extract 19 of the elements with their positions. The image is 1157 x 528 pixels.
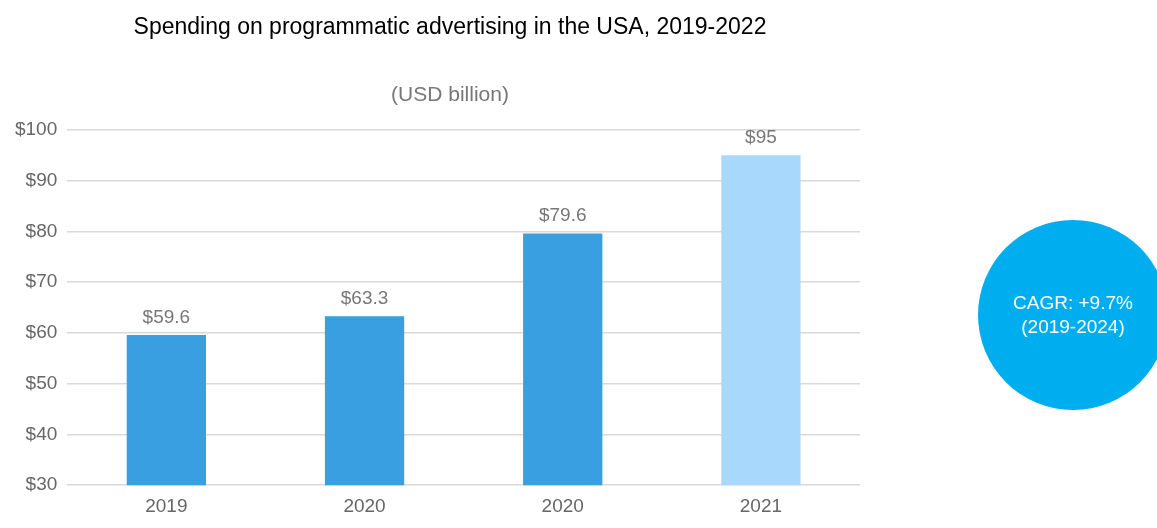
y-tick-label: $90 [25, 168, 58, 190]
y-tick-label: $50 [25, 371, 58, 393]
y-tick-label: $60 [25, 321, 58, 343]
x-tick-label: 2019 [145, 494, 188, 516]
y-tick-label: $70 [25, 270, 58, 292]
y-tick-label: $40 [25, 422, 58, 444]
y-tick-label: $100 [14, 118, 58, 140]
y-tick-label: $80 [25, 219, 58, 241]
chart-title: Spending on programmatic advertising in the USA, 2019-2022 [132, 12, 768, 41]
chart-subtitle: (USD billion) [390, 82, 510, 106]
data-label: $79.6 [538, 204, 587, 226]
data-label: $59.6 [142, 305, 191, 327]
x-tick-label: 2020 [343, 494, 386, 516]
x-tick-label: 2020 [541, 494, 584, 516]
x-tick-label: 2021 [739, 494, 783, 516]
data-label: $63.3 [340, 286, 389, 308]
circle-badge: CAGR: +9.7% (2019-2024) [978, 220, 1157, 410]
data-label: $95 [745, 126, 777, 148]
y-tick-label: $30 [25, 473, 58, 495]
